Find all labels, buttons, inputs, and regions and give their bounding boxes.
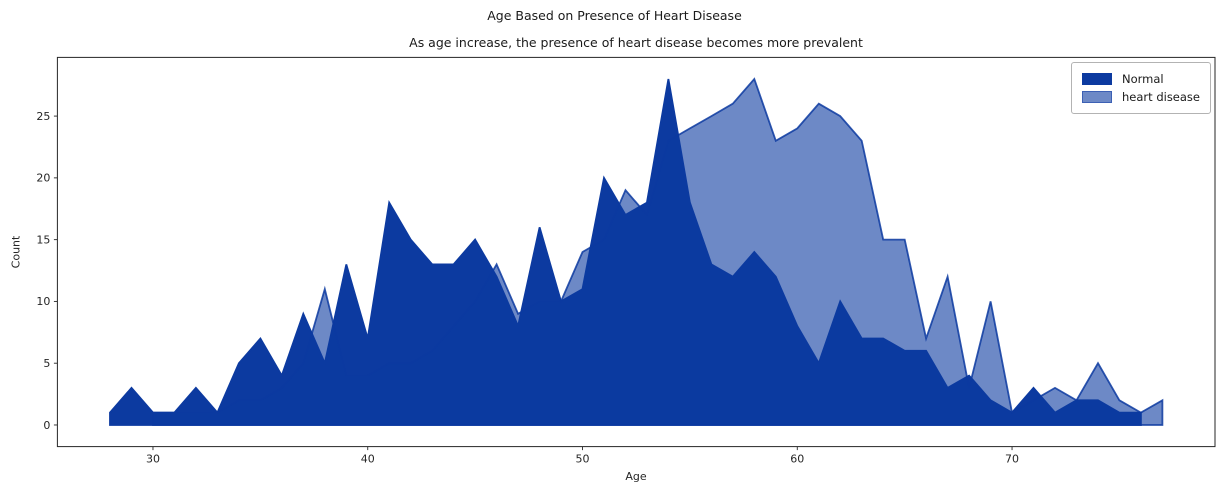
svg-text:20: 20 [36, 172, 50, 185]
svg-text:25: 25 [36, 110, 50, 123]
y-axis-label: Count [9, 235, 23, 269]
legend-item-normal: Normal [1082, 70, 1200, 88]
svg-text:0: 0 [43, 419, 50, 432]
svg-text:30: 30 [146, 453, 160, 466]
x-axis-label: Age [625, 470, 647, 483]
heart-disease-swatch-icon [1082, 91, 1113, 103]
svg-text:70: 70 [1005, 453, 1019, 466]
chart-subtitle: As age increase, the presence of heart d… [409, 35, 863, 50]
svg-text:10: 10 [36, 295, 50, 308]
svg-text:5: 5 [43, 357, 50, 370]
svg-text:60: 60 [790, 453, 804, 466]
normal-swatch-icon [1082, 73, 1113, 85]
legend-item-heart-disease: heart disease [1082, 88, 1200, 106]
svg-text:40: 40 [361, 453, 375, 466]
legend: Normal heart disease [1071, 62, 1211, 114]
legend-label-normal: Normal [1122, 72, 1164, 86]
chart-title: Age Based on Presence of Heart Disease [487, 8, 742, 23]
svg-text:50: 50 [576, 453, 590, 466]
legend-label-heart-disease: heart disease [1122, 90, 1200, 104]
svg-text:15: 15 [36, 233, 50, 246]
